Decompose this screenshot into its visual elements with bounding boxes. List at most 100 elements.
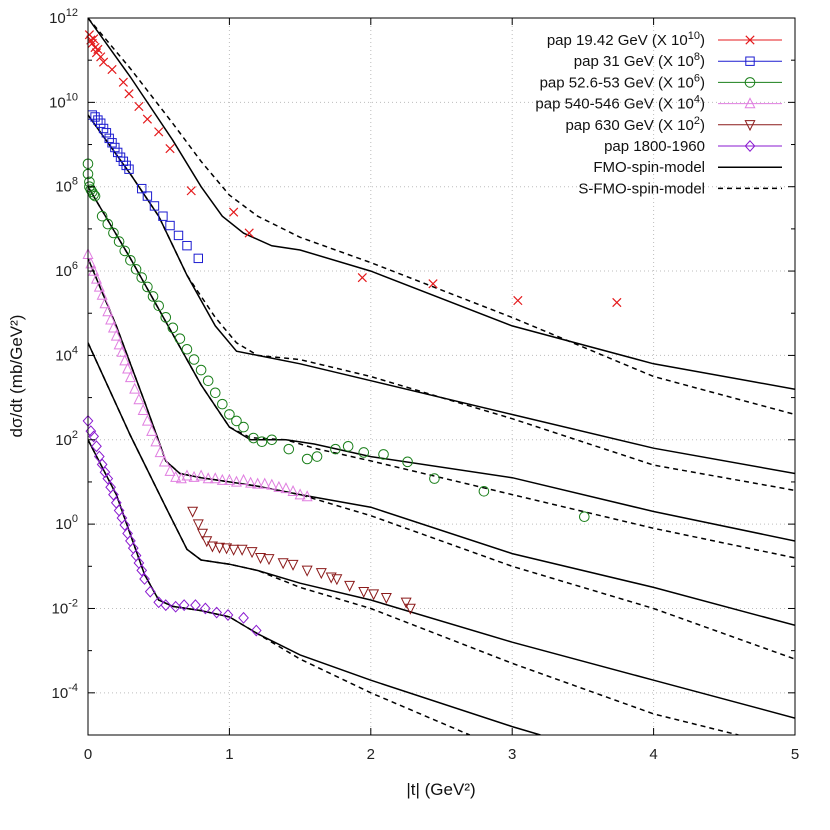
series-triangle-down [187, 506, 416, 615]
data-point [252, 477, 264, 489]
legend-entry: pap 19.42 GeV (X 1010) [547, 30, 782, 49]
data-point [217, 398, 228, 410]
data-point [266, 434, 278, 446]
data-point [315, 568, 327, 580]
data-point [93, 280, 105, 292]
data-point [358, 586, 370, 599]
data-point [273, 480, 285, 492]
data-point [158, 211, 168, 221]
data-point [101, 128, 112, 138]
data-point [187, 506, 199, 518]
data-point [287, 484, 299, 496]
data-point [96, 288, 108, 300]
data-point [188, 354, 200, 365]
legend-label: S-FMO-spin-model [578, 180, 705, 197]
data-point [301, 565, 313, 577]
data-point [579, 511, 590, 522]
y-tick-label: 104 [55, 344, 78, 364]
data-point [231, 415, 242, 427]
data-point [107, 64, 117, 75]
data-point [211, 606, 223, 619]
y-tick-label: 1012 [49, 7, 78, 27]
series-circle [82, 158, 590, 522]
data-point [142, 281, 153, 293]
legend-swatch-marker [744, 140, 756, 152]
data-point [245, 476, 257, 488]
data-point [301, 453, 313, 465]
data-point [164, 464, 176, 476]
x-tick-label: 5 [791, 746, 799, 763]
data-point [154, 127, 164, 137]
data-point [280, 482, 292, 494]
data-point [378, 449, 389, 460]
legend-label: pap 31 GeV (X 108) [574, 51, 705, 70]
s-fmo-curve-5 [88, 439, 471, 735]
data-point [96, 210, 108, 222]
legend-entry: pap 540-546 GeV (X 104) [535, 94, 782, 113]
data-point [513, 295, 523, 306]
data-point [301, 490, 313, 502]
data-point [254, 552, 267, 565]
data-point [238, 421, 249, 433]
data-point [129, 382, 141, 394]
data-point [130, 264, 142, 275]
data-point [344, 580, 356, 592]
data-point [89, 190, 101, 202]
data-point [108, 488, 119, 501]
data-point [142, 191, 153, 201]
legend-entry: pap 31 GeV (X 108) [574, 51, 782, 70]
data-point [118, 77, 128, 87]
legend-label: pap 540-546 GeV (X 104) [535, 94, 705, 113]
data-point [186, 186, 196, 196]
data-point [105, 313, 117, 325]
legend-entry: pap 1800-1960 [604, 138, 782, 155]
data-point [216, 473, 228, 485]
s-fmo-curve-4 [88, 342, 739, 735]
data-point [88, 430, 100, 443]
data-point [263, 554, 275, 566]
y-axis-label: dσ/dt (mb/GeV²) [7, 315, 26, 438]
data-point [149, 201, 160, 211]
data-point [141, 414, 153, 426]
data-point [224, 409, 235, 420]
data-point [107, 321, 119, 333]
data-point [250, 624, 262, 637]
y-tick-label: 1010 [49, 91, 78, 111]
data-point [259, 477, 271, 489]
data-point [165, 143, 175, 154]
data-point [222, 609, 234, 621]
data-point [137, 183, 147, 194]
data-point [202, 375, 214, 387]
legend-label: pap 630 GeV (X 102) [565, 115, 705, 134]
data-point [202, 472, 214, 484]
data-point [96, 52, 106, 62]
legend-label: pap 19.42 GeV (X 1010) [547, 30, 705, 49]
legend-label: pap 52.6-53 GeV (X 106) [540, 72, 705, 91]
data-point [113, 338, 125, 350]
data-point [124, 89, 134, 99]
data-point [330, 443, 341, 455]
x-tick-label: 4 [649, 746, 657, 763]
y-tick-label: 102 [55, 429, 78, 449]
data-point [283, 443, 295, 455]
data-point [236, 544, 248, 556]
data-point [137, 403, 149, 415]
data-point [108, 227, 119, 239]
data-point [125, 254, 136, 266]
data-point [192, 519, 204, 531]
data-point [229, 207, 239, 217]
legend-entry: FMO-spin-model [593, 159, 782, 176]
data-point [195, 364, 207, 376]
data-point [144, 585, 156, 598]
data-point [178, 599, 190, 612]
data-point [122, 362, 134, 374]
data-point [124, 164, 134, 174]
legend-entry: pap 52.6-53 GeV (X 106) [540, 72, 782, 91]
data-point [170, 600, 182, 613]
x-tick-label: 0 [84, 746, 92, 763]
data-point [478, 485, 490, 497]
data-point [107, 138, 117, 148]
data-point [266, 478, 278, 490]
data-point [96, 118, 106, 128]
